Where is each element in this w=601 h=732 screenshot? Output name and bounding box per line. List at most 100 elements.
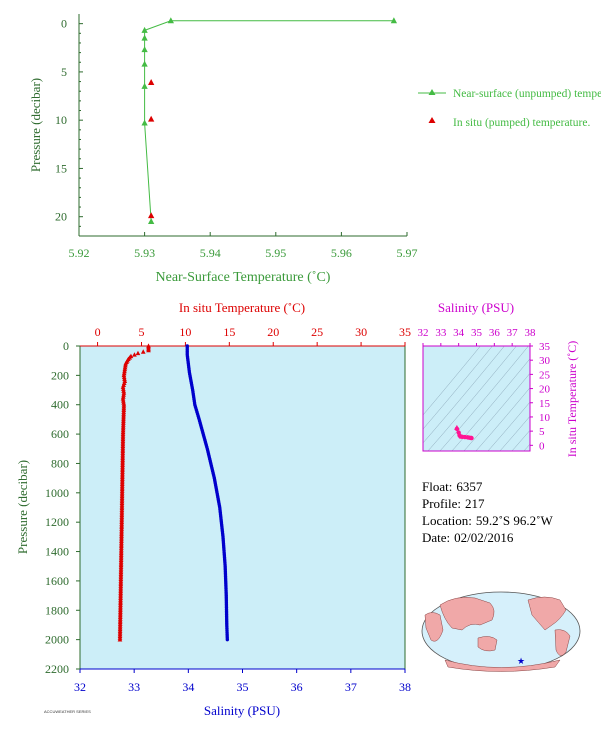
ts-diagram-series (454, 424, 474, 441)
y-tick-label: 5 (61, 65, 67, 79)
unpumped-point (141, 46, 148, 53)
bottom-x-tick-label: 32 (74, 680, 86, 694)
x-tick-label: 5.97 (397, 246, 418, 260)
unpumped-point (141, 34, 148, 41)
density-contour (427, 346, 517, 451)
temperature-point (121, 374, 127, 380)
temperature-point (117, 637, 123, 642)
profile-chart-ticks: 0 5 10 15 20 25 30 35 32 33 34 35 36 37 38 0 200 400 600 80… (45, 325, 411, 694)
unpumped-point (141, 119, 148, 126)
density-contour (423, 346, 481, 416)
top-x-tick-label: 25 (311, 325, 323, 339)
bottom-x-tick-label: 34 (182, 680, 194, 694)
bottom-x-tick-label: 36 (291, 680, 303, 694)
legend-label-pumped: In situ (pumped) temperature. (453, 117, 590, 129)
density-contour (475, 387, 530, 451)
temperature-point (121, 392, 126, 397)
temperature-point (121, 372, 127, 378)
density-contour (463, 372, 530, 451)
top-chart-ticks: 5.92 5.93 5.94 5.95 5.96 5.97 0 5 10 15 20 (55, 17, 418, 260)
temperature-point (135, 350, 141, 356)
pumped-point (148, 212, 155, 219)
ts-y-axis-label: In situ Temperature (˚C) (565, 341, 579, 458)
top-y-axis-label: Pressure (decibar) (28, 78, 43, 172)
temperature-point (120, 398, 126, 403)
float-id-label: Float: (422, 479, 453, 494)
ts-diagram: 32 33 34 35 36 37 38 0 5 10 15 20 25 30 35 Salinity (P… (418, 300, 580, 458)
y-tick-label: 1200 (45, 515, 69, 529)
density-contour (499, 415, 530, 451)
ts-y-tick-label: 0 (539, 440, 545, 452)
map-land-africa-europe (424, 612, 444, 642)
ts-y-tick-label: 20 (539, 384, 551, 396)
temperature-point (132, 352, 137, 357)
temperature-point (121, 388, 126, 393)
profile-value: 217 (465, 496, 485, 511)
temperature-point (120, 384, 126, 389)
top-x-tick-label: 15 (223, 325, 235, 339)
y-tick-label: 2200 (45, 662, 69, 676)
unpumped-temperature-line (144, 20, 394, 222)
ts-y-tick-label: 10 (539, 412, 551, 424)
unpumped-point (390, 17, 398, 24)
bottom-x-tick-label: 38 (399, 680, 411, 694)
temperature-point (122, 364, 128, 370)
temperature-point (122, 376, 127, 382)
unpumped-point (141, 26, 148, 33)
x-tick-label: 5.96 (331, 246, 352, 260)
y-tick-label: 400 (51, 398, 69, 412)
location-label: Location: (422, 513, 472, 528)
bottom-x-tick-label: 33 (128, 680, 140, 694)
ts-point (469, 435, 474, 441)
unpumped-point (148, 218, 155, 224)
map-land-south-america (554, 629, 571, 656)
ts-x-tick-label: 36 (489, 327, 501, 339)
legend-marker-pumped (428, 117, 436, 123)
ts-y-tick-label: 30 (539, 355, 551, 367)
top-x-tick-label: 30 (355, 325, 367, 339)
profile-row: Profile: 217 (422, 495, 553, 512)
top-x-tick-label: 0 (95, 325, 101, 339)
density-contour (487, 401, 530, 451)
ts-surface-point (454, 424, 460, 430)
temperature-point (121, 370, 127, 376)
profile-chart-series (117, 343, 230, 642)
pumped-point (148, 115, 155, 122)
y-tick-label: 1400 (45, 545, 69, 559)
x-tick-label: 5.93 (134, 246, 155, 260)
temperature-point (123, 361, 129, 366)
top-chart-series (141, 17, 398, 224)
y-tick-label: 0 (63, 339, 69, 353)
top-x-tick-label: 35 (399, 325, 411, 339)
pumped-point (148, 79, 155, 85)
density-contour (439, 346, 529, 451)
density-contour (511, 429, 530, 451)
ts-y-tick-label: 15 (539, 398, 551, 410)
ts-y-tick-label: 35 (539, 341, 551, 353)
top-temperature-axis-label: In situ Temperature (˚C) (179, 300, 305, 315)
date-value: 02/02/2016 (454, 530, 514, 545)
density-contour (423, 346, 493, 430)
float-id-value: 6357 (456, 479, 483, 494)
x-tick-label: 5.92 (69, 246, 90, 260)
float-info-panel: Float: 6357 Profile: 217 Location: 59.2˚S 9… (422, 478, 553, 546)
legend-label-unpumped: Near-surface (unpumped) temperature. (453, 88, 601, 100)
y-tick-label: 1600 (45, 574, 69, 588)
temperature-point (120, 386, 126, 391)
temperature-point (122, 366, 128, 372)
ts-contour-lines (423, 346, 530, 451)
y-tick-label: 1000 (45, 486, 69, 500)
y-tick-label: 200 (51, 368, 69, 382)
temperature-point (140, 349, 146, 354)
unpumped-point (141, 82, 148, 89)
legend-marker-unpumped (428, 89, 436, 95)
y-tick-label: 20 (55, 210, 67, 224)
salinity-point (225, 637, 230, 642)
bottom-x-tick-label: 37 (345, 680, 357, 694)
map-land-north-america (527, 596, 567, 631)
profile-plot-area (80, 346, 405, 669)
ts-plot-area (423, 346, 530, 451)
near-surface-temperature-chart: 5.92 5.93 5.94 5.95 5.96 5.97 0 5 10 15 20 Near-Su… (28, 14, 601, 285)
map-land-australia (477, 636, 498, 652)
